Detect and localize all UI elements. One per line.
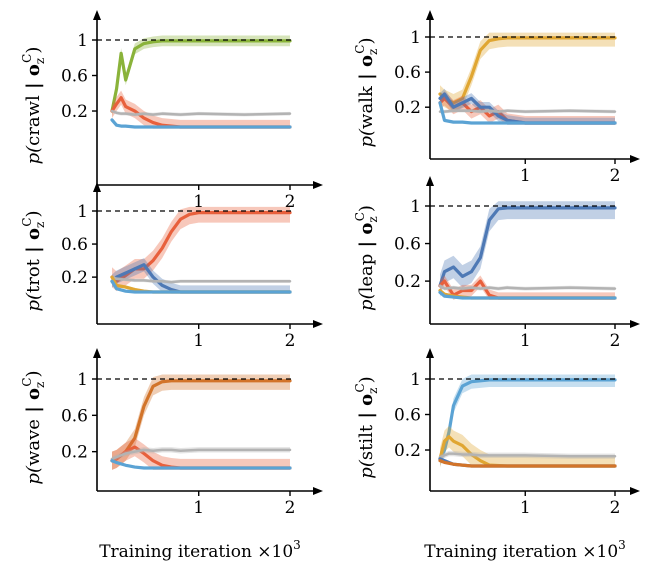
band-walk <box>440 32 615 112</box>
y-tick-label: 0.6 <box>61 235 88 255</box>
panel-stilt: 0.2 0.6 1 1 2 p(stilt | ozC) <box>353 348 640 518</box>
x-axis-arrow-icon <box>313 487 323 495</box>
y-tick-label: 1 <box>410 28 421 48</box>
y-tick-label: 1 <box>410 370 421 390</box>
x-tick-label: 2 <box>610 166 621 186</box>
x-tick-label: 2 <box>285 192 296 212</box>
panel-wave: 0.2 0.6 1 1 2 p(wave | ozC) <box>20 348 323 518</box>
x-axis-label: Training iteration ×103 <box>99 538 301 562</box>
series-line-baseline <box>110 275 292 284</box>
x-tick-label: 2 <box>610 331 621 351</box>
band-wave <box>112 374 290 470</box>
band-leap <box>440 201 615 298</box>
y-tick-label: 1 <box>77 202 88 222</box>
panel-trot: 0.2 0.6 1 1 2 p(trot | ozC) <box>20 182 323 351</box>
y-tick-label: 0.2 <box>394 441 421 461</box>
y-tick-label: 0.6 <box>61 67 88 87</box>
band-crawl <box>112 35 290 117</box>
panel-crawl: 0.2 0.6 1 1 2 p(crawl | ozC) <box>20 10 323 212</box>
series-line-crawl <box>110 39 292 113</box>
x-axis-arrow-icon <box>630 155 640 163</box>
band-walk <box>440 426 615 468</box>
y-axis-arrow-icon <box>93 10 101 20</box>
band-leap <box>440 88 615 125</box>
x-tick-label: 2 <box>285 331 296 351</box>
y-tick-label: 0.2 <box>61 443 88 463</box>
x-tick-label: 1 <box>520 331 531 351</box>
x-tick-label: 1 <box>520 498 531 518</box>
series-line-baseline <box>438 452 617 459</box>
x-tick-label: 1 <box>193 498 204 518</box>
series-line-baseline <box>438 284 617 290</box>
y-tick-label: 0.6 <box>394 63 421 83</box>
y-axis-arrow-icon <box>93 348 101 358</box>
y-tick-label: 0.6 <box>61 406 88 426</box>
y-tick-label: 0.2 <box>61 102 88 122</box>
y-tick-label: 0.2 <box>394 272 421 292</box>
x-tick-label: 1 <box>520 166 531 186</box>
y-tick-label: 0.2 <box>394 98 421 118</box>
x-tick-label: 1 <box>193 192 204 212</box>
series-line-stilt <box>438 378 617 461</box>
y-tick-label: 1 <box>77 31 88 51</box>
panel-walk: 0.2 0.6 1 1 2 p(walk | ozC) <box>353 10 640 186</box>
series-line-stilt <box>110 459 292 470</box>
series-line-stilt <box>438 290 617 300</box>
y-axis-arrow-icon <box>426 348 434 358</box>
series-line-wave <box>438 459 617 468</box>
x-tick-label: 1 <box>193 331 204 351</box>
band-leap <box>112 258 290 294</box>
y-axis-arrow-icon <box>93 182 101 192</box>
band-trot <box>440 275 615 300</box>
y-axis-label: p(crawl | ozC) <box>20 47 47 165</box>
band-stilt <box>440 374 615 466</box>
x-axis-arrow-icon <box>313 181 323 189</box>
x-axis-label: Training iteration ×103 <box>424 538 626 562</box>
y-tick-label: 0.6 <box>394 406 421 426</box>
y-axis-arrow-icon <box>426 176 434 186</box>
x-axis-arrow-icon <box>313 320 323 328</box>
band-trot <box>112 90 290 129</box>
x-axis-arrow-icon <box>630 320 640 328</box>
series-line-baseline <box>110 448 292 461</box>
y-axis-arrow-icon <box>426 10 434 20</box>
y-axis-label: p(stilt | ozC) <box>353 376 380 478</box>
series-line-leap <box>438 206 617 288</box>
y-axis-label: p(trot | ozC) <box>20 210 47 311</box>
series-line-walk <box>438 36 617 105</box>
band-trot <box>440 91 615 125</box>
x-tick-label: 2 <box>610 498 621 518</box>
x-tick-label: 2 <box>285 498 296 518</box>
y-tick-label: 1 <box>410 197 421 217</box>
y-axis-label: p(leap | ozC) <box>353 205 380 311</box>
y-tick-label: 1 <box>77 370 88 390</box>
y-tick-label: 0.2 <box>61 268 88 288</box>
series-line-trot <box>110 211 292 283</box>
x-axis-arrow-icon <box>630 487 640 495</box>
y-axis-label: p(walk | ozC) <box>353 38 380 148</box>
series-line-stilt <box>438 101 617 125</box>
band-trot <box>112 206 290 292</box>
series-line-stilt <box>110 118 292 129</box>
series-line-stilt <box>110 279 292 294</box>
y-axis-label: p(wave | ozC) <box>20 370 47 484</box>
panel-leap: 0.2 0.6 1 1 2 p(leap | ozC) <box>353 176 640 351</box>
y-tick-label: 0.6 <box>394 235 421 255</box>
series-line-baseline <box>110 109 292 116</box>
series-line-baseline <box>438 109 617 113</box>
band-trot <box>112 438 290 470</box>
